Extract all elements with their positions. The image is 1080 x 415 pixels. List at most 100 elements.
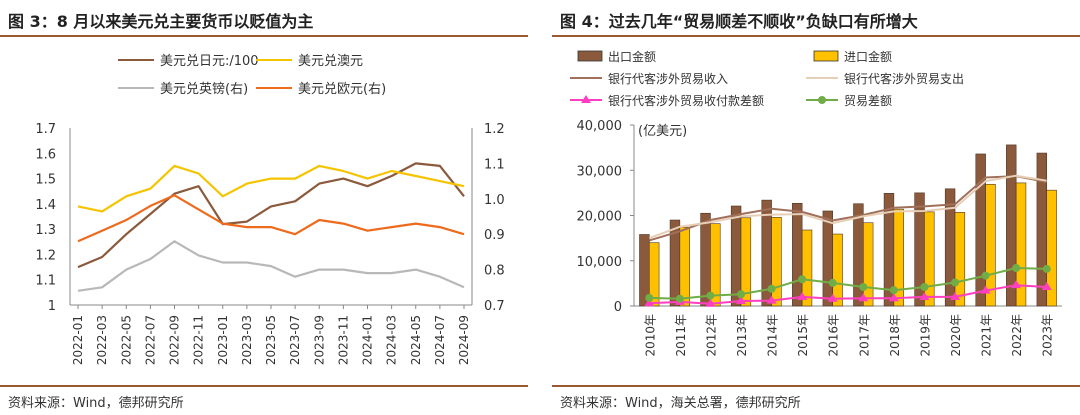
x-tick-label: 2010年 (643, 314, 657, 357)
x-tick-label: 2023-07 (288, 315, 302, 365)
y2-tick-label: 1.2 (484, 122, 505, 137)
x-tick-label: 2023-11 (336, 315, 350, 365)
x-tick-label: 2023-09 (312, 315, 326, 365)
legend-marker (818, 96, 826, 104)
y-tick-label: 1.4 (35, 198, 56, 213)
point-marker (919, 291, 930, 300)
x-tick-label: 2019年 (918, 314, 932, 357)
point-marker (675, 294, 684, 303)
x-tick-label: 2024-01 (361, 315, 375, 365)
point-marker (950, 291, 960, 300)
y2-tick-label: 1.0 (484, 193, 505, 208)
point-marker (1012, 263, 1021, 272)
bar (1046, 189, 1057, 307)
legend-swatch (813, 50, 839, 62)
x-tick-label: 2018年 (888, 314, 902, 357)
series-line (649, 267, 1047, 300)
point-marker (859, 282, 868, 291)
x-tick-label: 2011年 (674, 314, 688, 357)
point-marker (981, 271, 990, 280)
x-tick-label: 2024-07 (433, 315, 447, 365)
x-tick-label: 2016年 (827, 314, 841, 357)
series-line (649, 284, 1047, 305)
x-tick-label: 2022年 (1010, 314, 1024, 357)
y-tick-label: 1.5 (35, 173, 56, 188)
y-tick-label: 40,000 (577, 119, 623, 134)
x-tick-label: 2021年 (980, 314, 994, 357)
point-marker (828, 278, 837, 287)
x-tick-label: 2023-03 (240, 315, 254, 365)
x-tick-label: 2013年 (735, 314, 749, 357)
legend-label: 银行代客涉外贸易支出 (844, 71, 964, 86)
point-marker (766, 295, 777, 304)
bar (792, 202, 803, 307)
series-line (648, 174, 1047, 240)
point-marker (951, 278, 959, 287)
legend-label: 美元兑日元:/100 (160, 54, 259, 69)
bar (679, 226, 690, 307)
y2-tick-label: 1.1 (484, 157, 505, 172)
x-tick-label: 2022-07 (143, 315, 157, 365)
legend-label: 贸易差额 (844, 94, 892, 108)
point-marker (1011, 280, 1022, 289)
legend-marker (581, 95, 591, 103)
bar (771, 217, 782, 307)
y2-tick-label: 0.9 (484, 228, 505, 243)
series-line (77, 194, 465, 243)
point-marker (920, 282, 929, 291)
bar (740, 217, 752, 307)
legend-label: 银行代客涉外贸易收付款差额 (608, 93, 764, 108)
title-rule (0, 35, 528, 37)
legend-label: 银行代客涉外贸易收入 (608, 71, 728, 86)
trade-chart-source: 资料来源：Wind，海关总署，德邦研究所 (560, 396, 801, 411)
point-marker (645, 293, 654, 302)
series-line (649, 175, 1047, 242)
x-tick-label: 2014年 (766, 314, 780, 357)
fx-chart-source: 资料来源：Wind，德邦研究所 (8, 396, 184, 411)
point-marker (980, 285, 991, 294)
point-marker (706, 291, 715, 300)
y2-tick-label: 0.7 (484, 299, 505, 314)
bar (944, 188, 956, 307)
x-tick-label: 2012年 (704, 314, 718, 357)
x-tick-label: 2022-09 (168, 315, 182, 365)
bar (924, 211, 935, 307)
series-line (77, 240, 465, 292)
point-marker (736, 296, 746, 305)
x-tick-label: 2023年 (1041, 314, 1055, 357)
bar (832, 233, 843, 307)
y-tick-label: 0 (614, 300, 622, 315)
y-tick-label: 1.6 (35, 147, 56, 162)
x-tick-label: 2024-03 (385, 315, 399, 365)
point-marker (858, 293, 869, 302)
point-marker (644, 298, 655, 307)
bar (975, 153, 986, 307)
bar (822, 210, 834, 307)
y-tick-label: 1.2 (35, 248, 56, 263)
point-marker (737, 290, 745, 299)
bar (954, 212, 966, 307)
bar (1036, 152, 1048, 307)
y-tick-label: 1.3 (35, 223, 56, 238)
bar (1015, 182, 1027, 307)
bar (648, 242, 660, 307)
legend-swatch (577, 50, 603, 62)
y-tick-label: 10,000 (577, 255, 623, 270)
bar (985, 183, 996, 307)
legend-label: 进口金额 (844, 49, 892, 64)
x-tick-label: 2022-03 (95, 315, 109, 365)
point-marker (767, 284, 776, 293)
point-marker (889, 286, 898, 295)
source-rule (0, 385, 528, 387)
x-tick-label: 2024-05 (409, 315, 423, 365)
x-tick-label: 2020年 (949, 314, 963, 357)
y-tick-label: 1.7 (35, 122, 56, 137)
trade-chart-title: 图 4：过去几年“贸易顺差不顺收”负缺口有所增大 (560, 12, 918, 31)
point-marker (705, 298, 716, 307)
legend-label: 美元兑英镑(右) (160, 81, 248, 97)
y2-tick-label: 0.8 (484, 264, 505, 279)
x-tick-label: 2022-05 (119, 315, 133, 365)
bar (893, 208, 904, 307)
